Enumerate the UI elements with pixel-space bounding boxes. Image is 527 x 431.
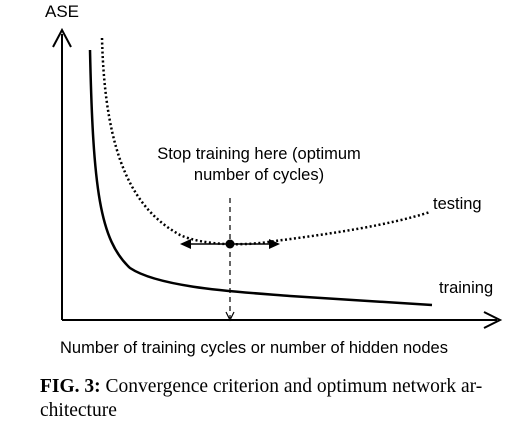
testing-curve [100, 37, 431, 246]
caption-label: FIG. 3: [40, 376, 101, 397]
annotation-line-2: number of cycles) [194, 166, 324, 184]
y-axis-arrowhead [52, 27, 72, 48]
caption-text-line-2: chitecture [40, 400, 117, 421]
annotation-line-1: Stop training here (optimum [157, 145, 361, 163]
optimum-marker-arrowhead [225, 311, 235, 322]
figure-caption: FIG. 3: Convergence criterion and optimu… [40, 375, 520, 423]
x-axis-arrowhead [483, 311, 503, 329]
convergence-diagram: ASE Stop training here (optimum number o… [45, 2, 503, 357]
training-curve [88, 49, 433, 307]
x-axis-label: Number of training cycles or number of h… [60, 339, 448, 357]
optimum-range-arrow-left-head [180, 239, 191, 249]
training-label: training [439, 279, 493, 297]
optimum-range-arrow-right-head [269, 239, 280, 249]
caption-text-line-1: Convergence criterion and optimum networ… [100, 376, 483, 397]
optimum-point [225, 239, 235, 249]
testing-label: testing [433, 195, 482, 213]
y-axis-label: ASE [45, 2, 79, 21]
